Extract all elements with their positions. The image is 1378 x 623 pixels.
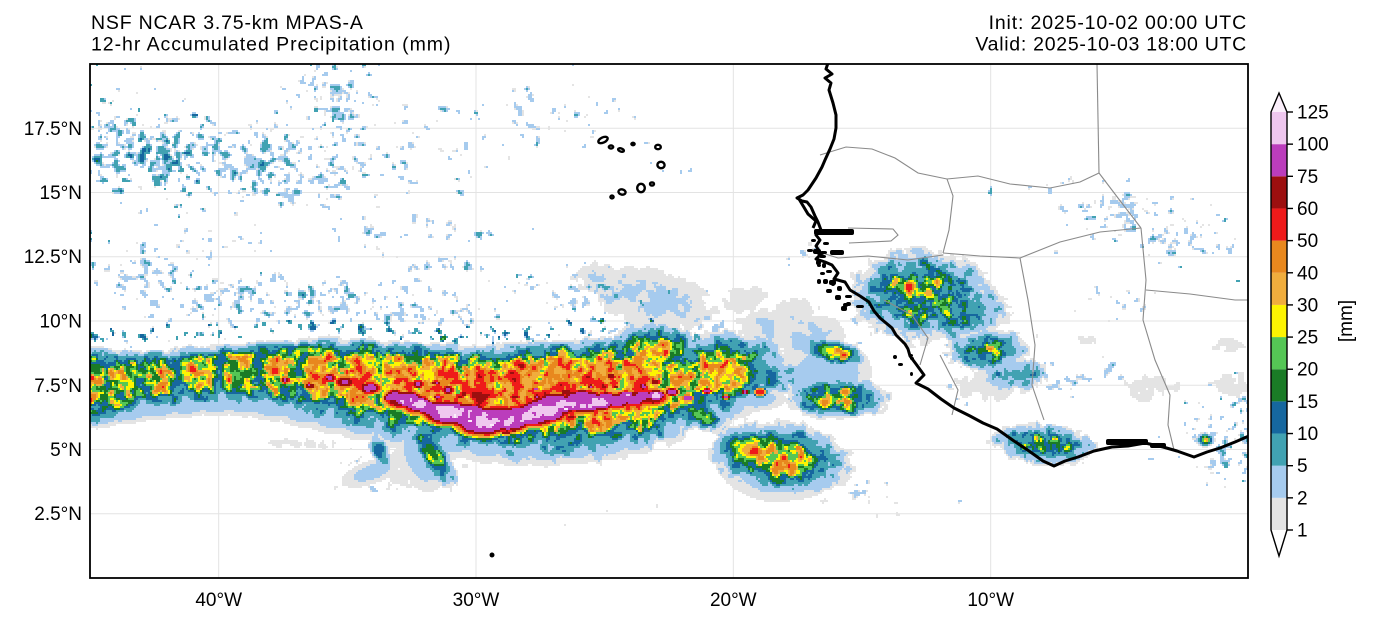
svg-text:[mm]: [mm] [1336,300,1357,342]
svg-text:30°W: 30°W [453,590,500,611]
svg-text:25: 25 [1297,328,1318,349]
svg-text:Init: 2025-10-02 00:00 UTC: Init: 2025-10-02 00:00 UTC [989,12,1247,34]
svg-text:5°N: 5°N [50,440,82,461]
svg-text:15: 15 [1297,392,1318,413]
svg-text:50: 50 [1297,231,1318,252]
svg-text:2: 2 [1297,488,1308,509]
svg-text:125: 125 [1297,103,1329,124]
svg-text:17.5°N: 17.5°N [24,119,82,140]
svg-text:20: 20 [1297,360,1318,381]
svg-text:12-hr Accumulated Precipitatio: 12-hr Accumulated Precipitation (mm) [91,34,451,56]
svg-text:40: 40 [1297,263,1318,284]
svg-text:40°W: 40°W [195,590,242,611]
svg-text:100: 100 [1297,135,1329,156]
svg-text:10°W: 10°W [967,590,1014,611]
svg-text:10: 10 [1297,424,1318,445]
svg-text:75: 75 [1297,167,1318,188]
svg-text:Valid: 2025-10-03 18:00 UTC: Valid: 2025-10-03 18:00 UTC [975,34,1247,56]
svg-text:10°N: 10°N [40,312,82,333]
svg-text:60: 60 [1297,199,1318,220]
svg-text:1: 1 [1297,521,1308,542]
svg-text:2.5°N: 2.5°N [34,504,82,525]
svg-text:30: 30 [1297,295,1318,316]
svg-text:7.5°N: 7.5°N [34,376,82,397]
svg-text:20°W: 20°W [710,590,757,611]
svg-text:NSF NCAR 3.75-km MPAS-A: NSF NCAR 3.75-km MPAS-A [91,12,364,34]
svg-text:5: 5 [1297,456,1308,477]
svg-text:12.5°N: 12.5°N [24,247,82,268]
svg-text:15°N: 15°N [40,183,82,204]
